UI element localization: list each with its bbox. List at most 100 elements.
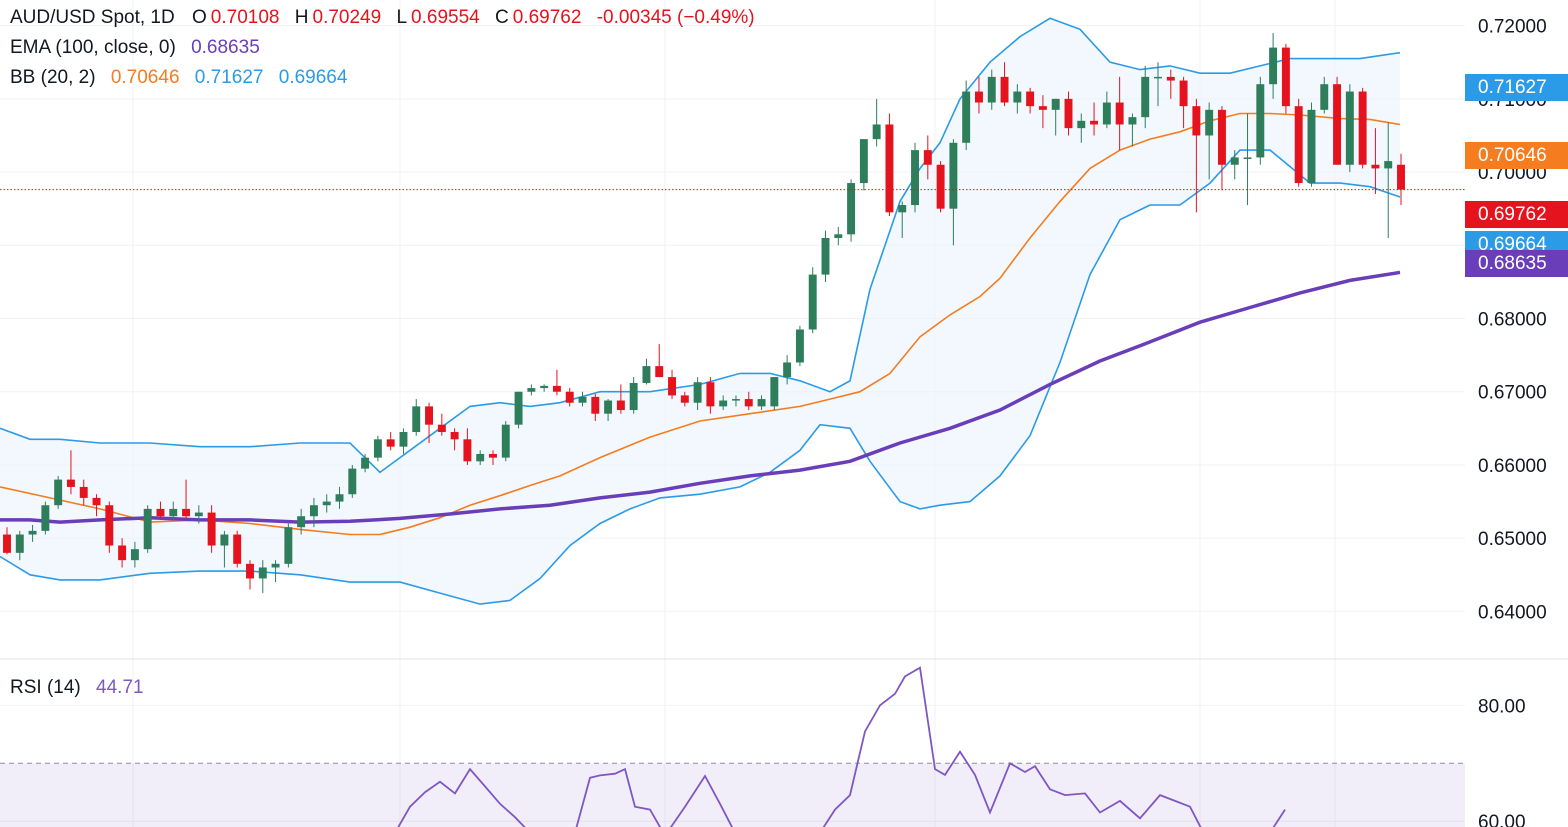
candle-body bbox=[629, 382, 638, 411]
candle-body bbox=[974, 91, 983, 103]
candle-body bbox=[1064, 98, 1073, 129]
candle-body bbox=[1333, 84, 1342, 165]
candle-body bbox=[258, 567, 267, 579]
candle-body bbox=[732, 399, 740, 401]
candle-body bbox=[642, 366, 651, 383]
candle-body bbox=[795, 329, 804, 363]
candle-body bbox=[143, 508, 152, 550]
candle-body bbox=[770, 377, 779, 407]
candle-body bbox=[1026, 91, 1035, 107]
candle-body bbox=[437, 424, 446, 433]
candle-body bbox=[1090, 120, 1099, 125]
candle-body bbox=[182, 508, 191, 517]
candle-body bbox=[1051, 98, 1060, 110]
candle-body bbox=[1320, 84, 1329, 110]
candle-body bbox=[309, 505, 318, 517]
low-value: 0.69554 bbox=[411, 7, 480, 28]
open-value: 0.70108 bbox=[210, 7, 280, 28]
candle-body bbox=[1154, 76, 1162, 79]
candle-body bbox=[1166, 76, 1175, 81]
candle-body bbox=[92, 497, 101, 506]
candle-body bbox=[489, 453, 497, 458]
candle-body bbox=[604, 400, 613, 414]
candle-body bbox=[1013, 91, 1022, 103]
rsi-legend: RSI (14) 44.71 bbox=[10, 677, 148, 699]
candle-body bbox=[1077, 120, 1086, 129]
candle-body bbox=[207, 512, 216, 546]
candle-body bbox=[1128, 117, 1137, 125]
candle-body bbox=[233, 534, 242, 564]
candle-body bbox=[911, 150, 919, 206]
candle-body bbox=[130, 549, 139, 561]
candle-body bbox=[834, 234, 843, 238]
candle-body bbox=[1102, 102, 1111, 125]
rsi-value: 44.71 bbox=[96, 677, 144, 698]
candle-body bbox=[719, 400, 728, 407]
high-value: 0.70249 bbox=[312, 7, 382, 28]
open-label: O bbox=[192, 7, 207, 28]
candle-body bbox=[425, 406, 434, 425]
price-tick-label: 0.65000 bbox=[1478, 529, 1547, 550]
candle-body bbox=[847, 183, 856, 235]
candle-body bbox=[668, 377, 676, 396]
candle-body bbox=[271, 563, 280, 568]
rsi-band bbox=[0, 763, 1465, 827]
candle-body bbox=[118, 545, 127, 561]
candle-body bbox=[1230, 157, 1239, 165]
change-value: -0.00345 (−0.49%) bbox=[596, 7, 755, 28]
candle-body bbox=[783, 362, 792, 378]
low-label: L bbox=[396, 7, 408, 28]
candle-body bbox=[655, 366, 664, 378]
last-price-badge: 0.69762 bbox=[1465, 201, 1568, 228]
rsi-tick-label: 80.00 bbox=[1478, 696, 1526, 717]
candle-body bbox=[66, 479, 75, 487]
candle-body bbox=[1192, 106, 1201, 136]
candle-body bbox=[105, 505, 114, 546]
ema-label: EMA (100, close, 0) bbox=[10, 37, 176, 58]
candle-body bbox=[1115, 102, 1124, 125]
candle-body bbox=[1038, 106, 1047, 110]
candle-body bbox=[476, 453, 485, 462]
candle-body bbox=[156, 508, 165, 517]
rsi-axis: 80.00 60.00 bbox=[1478, 696, 1526, 827]
ema-value: 0.68635 bbox=[191, 37, 260, 58]
candle-body bbox=[220, 534, 229, 546]
candle-body bbox=[898, 205, 907, 213]
candle-body bbox=[1358, 91, 1367, 165]
candle-body bbox=[923, 150, 932, 165]
bb-label: BB (20, 2) bbox=[10, 67, 96, 88]
candle-body bbox=[1205, 109, 1214, 136]
candle-body bbox=[194, 512, 203, 517]
candle-body bbox=[450, 432, 459, 440]
symbol-title: AUD/USD Spot, 1D bbox=[10, 7, 175, 28]
candle-body bbox=[514, 391, 523, 425]
price-tick-label: 0.64000 bbox=[1478, 602, 1547, 623]
candle-body bbox=[1256, 84, 1265, 158]
close-value: 0.69762 bbox=[512, 7, 582, 28]
ema-price-badge: 0.68635 bbox=[1465, 250, 1568, 277]
bollinger-lower-line bbox=[0, 149, 1401, 605]
candle-body bbox=[1141, 76, 1150, 118]
candle-body bbox=[1371, 164, 1380, 169]
price-tick-label: 0.66000 bbox=[1478, 456, 1547, 477]
candle-body bbox=[169, 508, 178, 517]
candle-body bbox=[1000, 76, 1009, 103]
bb-basis-value: 0.70646 bbox=[110, 67, 180, 88]
candle-body bbox=[872, 124, 881, 140]
candle-body bbox=[3, 534, 11, 553]
candle-body bbox=[578, 396, 587, 403]
candle-body bbox=[284, 527, 293, 564]
candle-body bbox=[246, 563, 254, 579]
ema-100-line bbox=[0, 270, 1401, 524]
candle-body bbox=[808, 274, 817, 330]
candle-body bbox=[1397, 164, 1405, 190]
candle-body bbox=[962, 91, 971, 143]
candle-body bbox=[591, 396, 600, 414]
candle-body bbox=[373, 439, 382, 458]
candle-body bbox=[348, 468, 357, 495]
candle-body bbox=[41, 505, 50, 531]
candle-body bbox=[552, 385, 561, 392]
candle-body bbox=[15, 534, 24, 553]
price-tick-label: 0.68000 bbox=[1478, 310, 1547, 331]
